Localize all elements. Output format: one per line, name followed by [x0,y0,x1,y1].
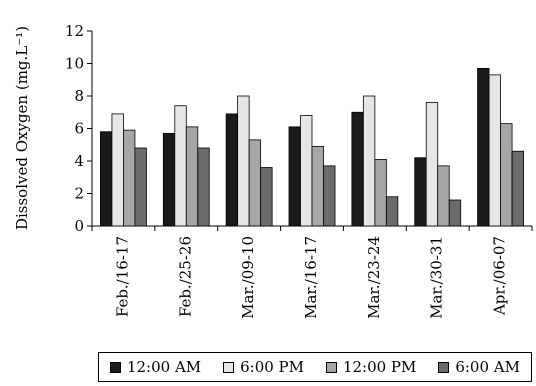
x-category-label: Apr./06-07 [491,236,509,316]
x-category-label: Mar./23-24 [365,236,383,319]
bar [226,114,238,226]
bar [163,133,175,226]
x-categories: Feb./16-17 Feb./25-26 Mar./09-10 Mar./16-17… [92,226,532,319]
legend-label: 12:00 AM [127,358,201,376]
legend-swatch [110,362,121,373]
legend: 12:00 AM 6:00 PM 12:00 PM 6:00 AM [98,352,532,382]
bar [324,166,336,226]
bar [135,148,147,226]
bar [415,158,427,226]
legend-swatch [223,362,234,373]
x-category-label: Feb./25-26 [176,236,194,317]
bar [426,103,438,227]
legend-label: 6:00 AM [455,358,520,376]
bar [100,132,112,226]
legend-label: 6:00 PM [240,358,304,376]
legend-label: 12:00 PM [343,358,416,376]
y-tick-label: 2 [74,185,84,203]
y-tick-label: 10 [65,55,84,73]
bar [501,124,512,226]
y-tick-label: 8 [74,87,84,105]
bar [175,106,187,226]
legend-item: 6:00 AM [438,358,520,376]
bar [289,127,301,226]
legend-item: 12:00 PM [326,358,416,376]
bar [112,114,124,226]
bar [478,68,490,226]
bar [352,112,364,226]
bars [100,68,523,226]
bar [489,75,501,226]
y-tick-label: 0 [74,217,84,235]
bar [238,96,250,226]
bar [363,96,375,226]
x-category-label: Feb./16-17 [113,236,131,317]
bar [375,159,387,226]
legend-item: 6:00 PM [223,358,304,376]
y-tick-label: 12 [65,22,84,40]
bar [186,127,198,226]
bar-chart: Dissolved Oxygen (mg.L⁻¹) 0 2 4 6 8 10 12 Feb.… [0,0,536,350]
x-category-label: Mar./30-31 [428,236,446,319]
y-axis-label: Dissolved Oxygen (mg.L⁻¹) [13,26,31,230]
legend-swatch [326,362,337,373]
bar [512,151,524,226]
bar [261,168,273,227]
bar [449,200,461,226]
bar [301,116,313,227]
y-tick-label: 4 [74,152,84,170]
y-tick-label: 6 [74,120,84,138]
bar [198,148,210,226]
bar [123,130,135,226]
bar [386,197,398,226]
x-category-label: Mar./16-17 [302,236,320,319]
legend-item: 12:00 AM [110,358,201,376]
y-ticks: 0 2 4 6 8 10 12 [65,22,92,235]
bar [438,166,450,226]
x-category-label: Mar./09-10 [239,236,257,319]
bar [312,146,324,226]
legend-swatch [438,362,449,373]
bar [249,140,261,226]
